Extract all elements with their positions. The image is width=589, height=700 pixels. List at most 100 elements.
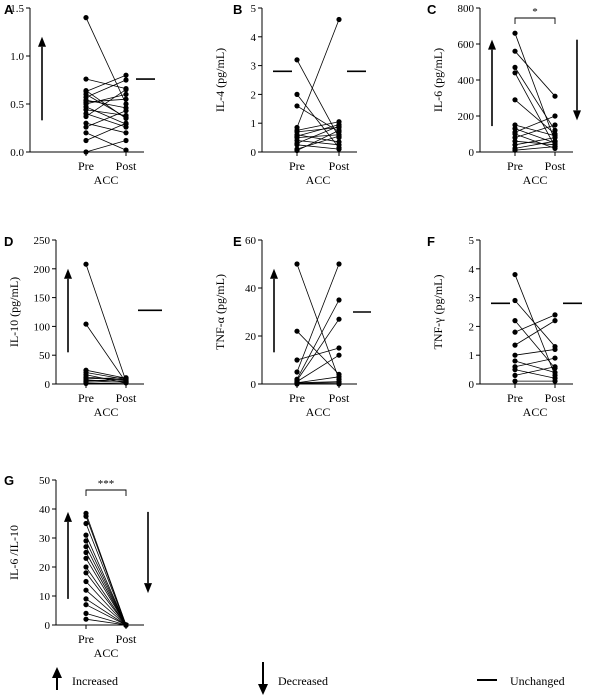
pre-point xyxy=(512,329,518,335)
post-point xyxy=(123,147,129,153)
y-tick-label: 0 xyxy=(469,379,475,391)
pre-point xyxy=(512,352,518,358)
y-tick-label: 5 xyxy=(469,235,475,247)
pair-line xyxy=(85,516,127,626)
post-point xyxy=(552,122,558,128)
pair-line xyxy=(296,134,340,143)
pair-line xyxy=(296,127,340,133)
post-point xyxy=(123,380,129,386)
y-tick-label: 3 xyxy=(469,293,475,305)
y-tick-label: 50 xyxy=(39,350,51,362)
pair-line xyxy=(85,380,127,383)
legend-unchanged: Unchanged xyxy=(477,674,565,688)
pair-line xyxy=(85,558,127,626)
y-tick-label: 0.5 xyxy=(10,99,24,111)
panel-letter: B xyxy=(233,2,242,17)
post-point xyxy=(552,369,558,376)
down-arrow-icon-head xyxy=(573,110,581,121)
pre-point xyxy=(83,380,89,387)
down-arrow-icon-head xyxy=(144,583,152,594)
x-tick-label: Post xyxy=(545,159,566,173)
pair-line xyxy=(85,546,127,626)
post-point xyxy=(336,16,342,23)
pre-point xyxy=(512,271,518,278)
pre-point xyxy=(83,520,89,527)
post-point xyxy=(123,112,129,119)
y-tick-label: 400 xyxy=(458,75,475,87)
pair-line xyxy=(85,110,127,128)
pre-point xyxy=(83,130,89,136)
post-point xyxy=(123,96,129,102)
up-arrow-icon-head xyxy=(38,36,46,47)
pre-point xyxy=(512,358,518,364)
pair-line xyxy=(85,378,127,382)
pre-point xyxy=(512,135,518,141)
pair-line xyxy=(514,124,556,138)
pair-line xyxy=(85,540,127,626)
pair-line xyxy=(514,50,556,97)
y-tick-label: 800 xyxy=(458,3,475,15)
pair-line xyxy=(85,122,127,134)
pair-line xyxy=(85,566,127,626)
pre-point xyxy=(83,149,89,155)
post-point xyxy=(336,352,342,358)
post-point xyxy=(336,127,342,133)
post-point xyxy=(123,77,129,83)
pair-line xyxy=(514,140,556,146)
pre-point xyxy=(83,549,89,556)
down-arrow-head-icon xyxy=(258,684,268,695)
pre-point xyxy=(83,532,89,538)
pre-point xyxy=(512,142,518,148)
x-tick-label: Post xyxy=(116,632,137,646)
pre-point xyxy=(512,342,518,348)
post-point xyxy=(336,142,342,148)
y-tick-label: 0 xyxy=(45,379,51,391)
legend: Increased Decreased Unchanged xyxy=(52,662,565,695)
pair-line xyxy=(296,381,340,384)
pair-line xyxy=(514,357,556,368)
pre-point xyxy=(294,57,300,63)
post-point xyxy=(552,346,558,353)
pair-line xyxy=(85,604,127,626)
up-arrow-icon-head xyxy=(64,268,72,279)
pre-point xyxy=(512,297,518,304)
pair-line xyxy=(296,125,340,144)
y-tick-label: 200 xyxy=(34,264,51,276)
pre-point xyxy=(83,570,89,576)
pre-point xyxy=(294,147,300,154)
y-tick-label: 4 xyxy=(469,264,475,276)
pair-line xyxy=(514,115,556,133)
pair-line xyxy=(296,330,340,375)
up-arrow-icon-head xyxy=(64,511,72,522)
x-tick-label: Pre xyxy=(507,391,523,405)
pre-point xyxy=(294,381,300,387)
post-point xyxy=(336,297,342,303)
y-tick-label: 60 xyxy=(245,235,257,247)
pre-point xyxy=(512,122,518,128)
pair-line xyxy=(85,369,127,379)
pair-line xyxy=(296,354,340,382)
post-point xyxy=(123,108,129,114)
pre-point xyxy=(512,147,518,153)
pair-line xyxy=(85,589,127,626)
pre-point xyxy=(294,91,300,97)
y-tick-label: 100 xyxy=(34,321,51,333)
x-tick-label: Pre xyxy=(78,159,94,173)
pair-line xyxy=(296,130,340,151)
pre-point xyxy=(294,328,300,334)
pre-point xyxy=(512,367,518,373)
y-tick-label: 1 xyxy=(251,118,257,130)
post-point xyxy=(552,93,558,99)
pre-point xyxy=(83,564,89,570)
post-point xyxy=(123,124,129,130)
pair-line xyxy=(85,323,127,383)
x-tick-label: Pre xyxy=(289,391,305,405)
pair-line xyxy=(514,140,556,149)
pair-line xyxy=(85,109,127,116)
significance-bracket xyxy=(85,489,127,496)
